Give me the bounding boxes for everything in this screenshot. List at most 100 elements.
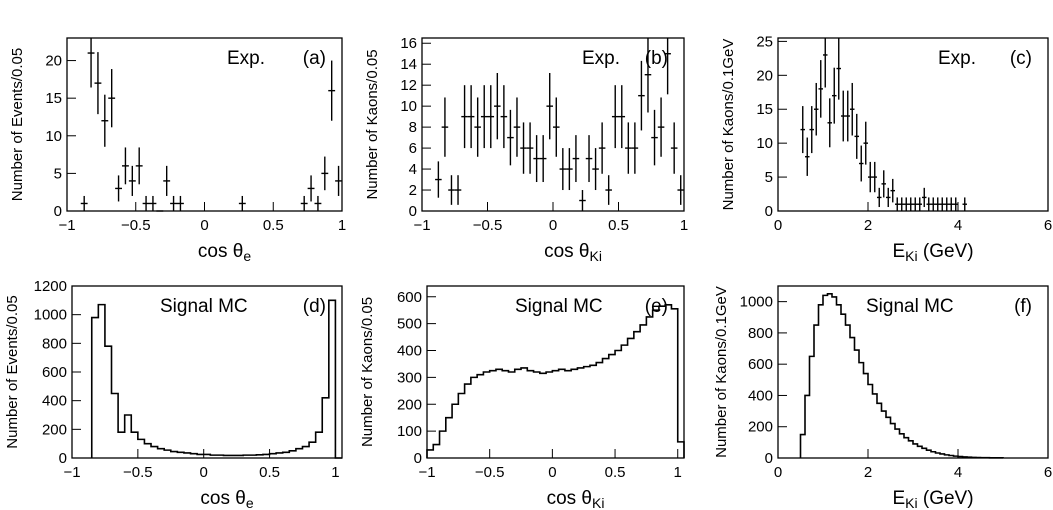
panel-label: (e) xyxy=(645,296,668,317)
y-tick-label: 200 xyxy=(397,396,422,413)
annotation-label: Exp. xyxy=(938,48,976,69)
y-tick-label: 15 xyxy=(45,90,62,107)
x-axis-label: EKi (GeV) xyxy=(892,488,973,510)
y-tick-label: 100 xyxy=(397,423,422,440)
y-tick-label: 4 xyxy=(409,161,417,178)
x-tick-label: −0.5 xyxy=(123,464,153,481)
y-tick-label: 600 xyxy=(42,364,67,381)
panel-label: (a) xyxy=(303,48,326,69)
y-tick-label: 20 xyxy=(756,67,773,84)
x-tick-label: 0 xyxy=(549,217,557,234)
x-tick-label: 0 xyxy=(548,464,556,481)
y-tick-label: 200 xyxy=(42,421,67,438)
y-tick-label: 0 xyxy=(765,203,773,220)
x-tick-label: −1 xyxy=(418,464,435,481)
y-tick-label: 14 xyxy=(400,56,417,73)
x-tick-label: 1 xyxy=(331,464,339,481)
x-tick-label: 0 xyxy=(200,464,208,481)
panel-f: 0 2 4 6 0 200 400 600 800 1000 EKi (GeV) Number of … xyxy=(713,285,1052,510)
x-tick-label: −1 xyxy=(58,217,75,234)
x-tick-label: 4 xyxy=(954,217,962,234)
x-tick-label: 0.5 xyxy=(605,464,626,481)
annotation-label: Signal MC xyxy=(160,296,248,317)
y-axis-label: Number of Events/0.05 xyxy=(9,48,26,201)
y-tick-label: 1000 xyxy=(34,307,67,324)
x-axis-label: cos θe xyxy=(198,241,251,264)
y-tick-label: 0 xyxy=(414,450,422,467)
x-tick-label: 0 xyxy=(200,217,208,234)
x-tick-label: 1 xyxy=(680,217,688,234)
y-axis-label: Number of Kaons/0.05 xyxy=(364,49,381,199)
x-tick-label: 0.5 xyxy=(259,464,280,481)
x-tick-label: 2 xyxy=(864,217,872,234)
x-tick-label: −1 xyxy=(413,217,430,234)
y-tick-label: 0 xyxy=(54,203,62,220)
histogram-line xyxy=(799,293,1004,459)
x-tick-label: −1 xyxy=(63,464,80,481)
x-axis-label: cos θe xyxy=(200,488,253,510)
x-tick-label: −0.5 xyxy=(473,217,503,234)
x-tick-label: −0.5 xyxy=(475,464,505,481)
plot-frame xyxy=(777,285,1049,459)
annotation-label: Signal MC xyxy=(515,296,603,317)
panel-label: (d) xyxy=(303,296,326,317)
x-tick-label: 0 xyxy=(774,217,782,234)
panel-label: (c) xyxy=(1010,48,1032,69)
x-tick-label: 6 xyxy=(1044,464,1052,481)
x-tick-label: 4 xyxy=(954,464,962,481)
annotation-label: Signal MC xyxy=(866,296,954,317)
y-tick-label: 500 xyxy=(397,316,422,333)
x-tick-label: −0.5 xyxy=(121,217,151,234)
y-tick-label: 25 xyxy=(756,33,773,50)
x-axis-label: cos θKi xyxy=(547,488,605,510)
y-tick-label: 10 xyxy=(45,128,62,145)
y-axis-label: Number of Kaons/0.05 xyxy=(359,297,376,447)
y-tick-label: 300 xyxy=(397,369,422,386)
x-tick-label: 1 xyxy=(674,464,682,481)
annotation-label: Exp. xyxy=(582,48,620,69)
y-tick-label: 10 xyxy=(756,135,773,152)
x-tick-label: 0.5 xyxy=(608,217,629,234)
x-tick-label: 0 xyxy=(774,464,782,481)
y-tick-label: 400 xyxy=(748,387,773,404)
y-axis-label: Number of Kaons/0.1GeV xyxy=(720,39,737,211)
y-tick-label: 1000 xyxy=(740,294,773,311)
plot-frame xyxy=(66,37,343,212)
y-tick-label: 12 xyxy=(400,77,417,94)
x-tick-label: 1 xyxy=(338,217,346,234)
y-tick-label: 10 xyxy=(400,98,417,115)
panel-d: −1 −0.5 0 0.5 1 0 200 400 600 800 1000 1200 cos θe Nu… xyxy=(4,278,343,510)
y-tick-label: 16 xyxy=(400,35,417,52)
histogram-line xyxy=(90,299,342,459)
y-tick-label: 5 xyxy=(54,165,62,182)
plot-frame xyxy=(777,37,1049,212)
y-tick-label: 6 xyxy=(409,140,417,157)
histogram-line xyxy=(426,304,685,458)
plot-frame xyxy=(426,285,685,459)
y-tick-label: 5 xyxy=(765,169,773,186)
x-axis-label: cos θKi xyxy=(544,241,602,264)
x-axis-label: EKi (GeV) xyxy=(892,241,973,264)
panel-label: (f) xyxy=(1014,296,1032,317)
y-tick-label: 800 xyxy=(42,335,67,352)
annotation-label: Exp. xyxy=(227,48,265,69)
y-tick-label: 200 xyxy=(748,419,773,436)
y-tick-label: 0 xyxy=(59,450,67,467)
y-tick-label: 400 xyxy=(42,393,67,410)
y-tick-label: 0 xyxy=(765,450,773,467)
y-tick-label: 0 xyxy=(409,203,417,220)
y-tick-label: 2 xyxy=(409,182,417,199)
y-tick-label: 800 xyxy=(748,325,773,342)
y-tick-label: 20 xyxy=(45,53,62,70)
x-tick-label: 2 xyxy=(864,464,872,481)
y-tick-label: 15 xyxy=(756,101,773,118)
panel-c: 0 2 4 6 0 5 10 15 20 25 EKi (GeV) Number of Kaons/0… xyxy=(720,33,1052,264)
y-tick-label: 600 xyxy=(397,289,422,306)
y-tick-label: 8 xyxy=(409,119,417,136)
panel-e: −1 −0.5 0 0.5 1 0 100 200 300 400 500 600 cos θKi Num… xyxy=(359,285,685,510)
y-axis-label: Number of Events/0.05 xyxy=(4,295,21,448)
y-axis-label: Number of Kaons/0.1GeV xyxy=(713,286,730,458)
